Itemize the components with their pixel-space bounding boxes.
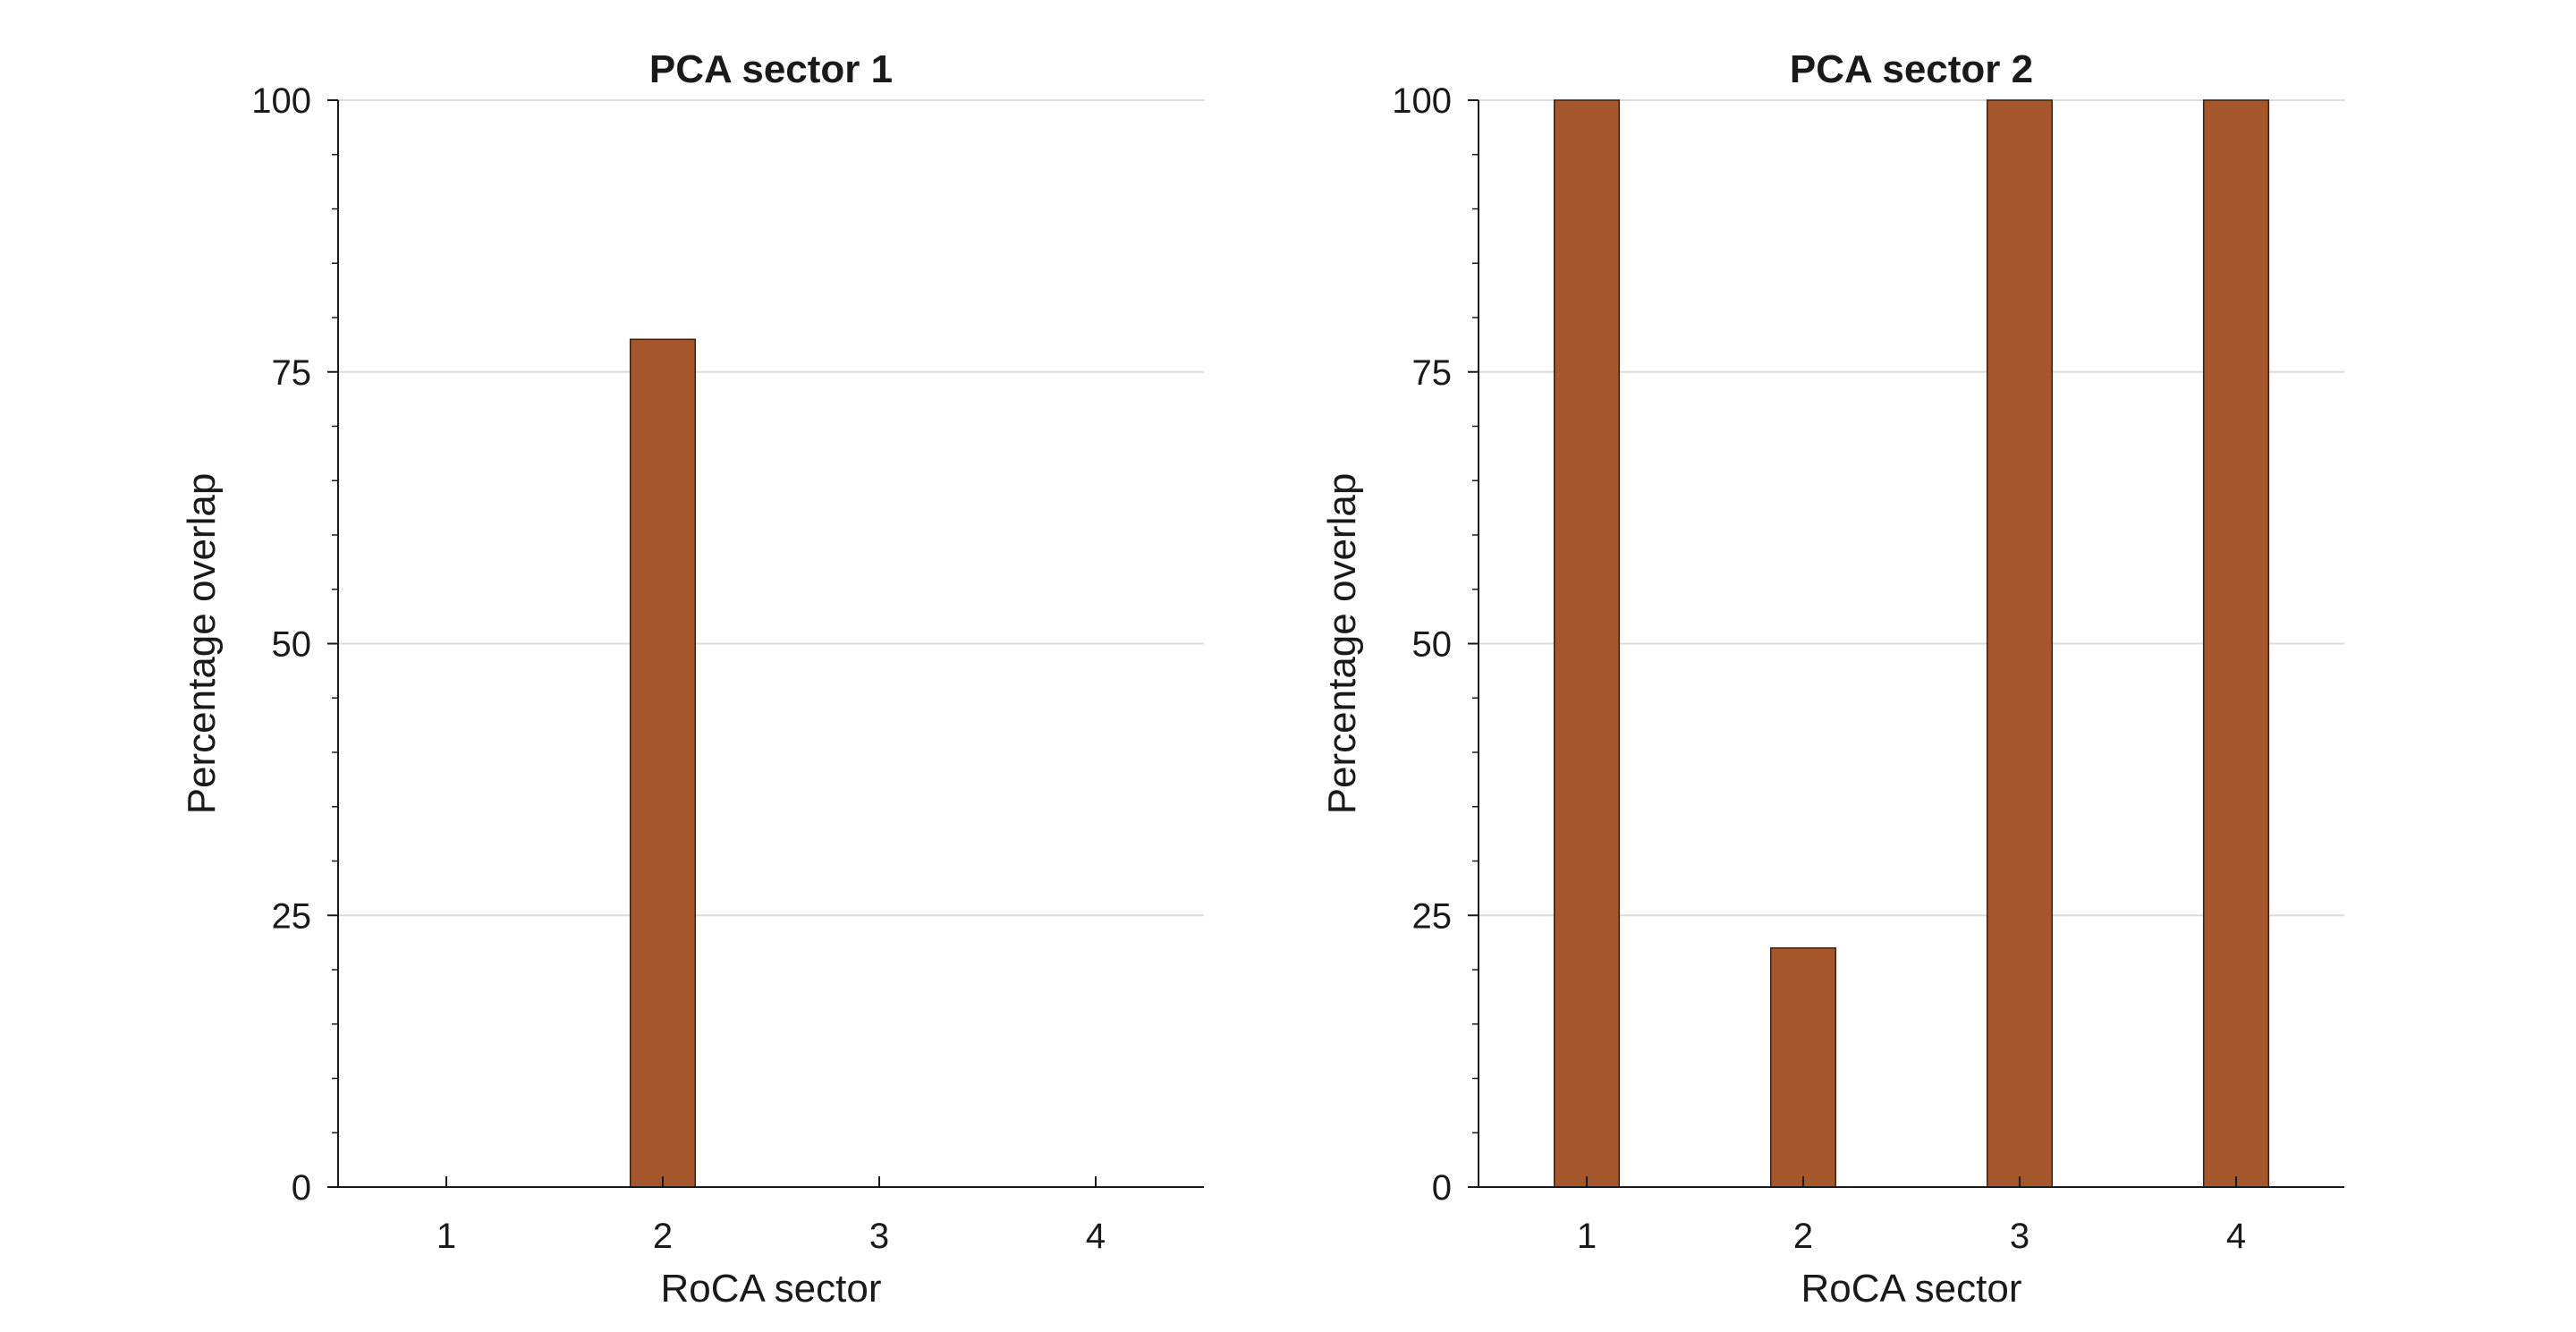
bar: [629, 338, 697, 1188]
bar: [1986, 99, 2054, 1188]
x-tick-label: 2: [653, 1217, 673, 1256]
chart-title: PCA sector 2: [1790, 47, 2033, 91]
y-tick-label: 25: [1412, 896, 1453, 936]
y-tick-label: 0: [1432, 1168, 1452, 1208]
gridlines: [1479, 99, 2344, 917]
x-tick-label: 4: [2226, 1217, 2246, 1256]
x-tick-label: 3: [2010, 1217, 2029, 1256]
y-axis-label: Percentage overlap: [180, 473, 224, 815]
bar: [1769, 946, 1837, 1188]
bar: [2202, 99, 2270, 1188]
x-tick-label: 2: [1793, 1217, 1813, 1256]
chart-panel-2: PCA sector 2 RoCA sector Percentage over…: [1320, 47, 2344, 1311]
y-tick-label: 100: [1392, 81, 1452, 121]
y-tick-label: 75: [1412, 353, 1453, 393]
y-tick-label: 50: [272, 625, 312, 665]
y-tick-label: 75: [272, 353, 312, 393]
y-tick-label: 0: [292, 1168, 311, 1208]
y-tick-label: 25: [272, 896, 312, 936]
x-tick-label: 3: [869, 1217, 889, 1256]
y-axis-label: Percentage overlap: [1320, 473, 1364, 815]
y-tick-label: 50: [1412, 625, 1453, 665]
bar: [1553, 99, 1621, 1188]
x-tick-label: 1: [436, 1217, 456, 1256]
x-axis-label: RoCA sector: [661, 1267, 882, 1311]
chart-panel-1: PCA sector 1 RoCA sector Percentage over…: [180, 47, 1204, 1311]
gridlines: [338, 99, 1204, 917]
x-tick-label: 4: [1086, 1217, 1106, 1256]
x-axis-label: RoCA sector: [1801, 1267, 2022, 1311]
x-tick-label: 1: [1577, 1217, 1597, 1256]
chart-title: PCA sector 1: [649, 47, 893, 91]
y-tick-label: 100: [251, 81, 311, 121]
